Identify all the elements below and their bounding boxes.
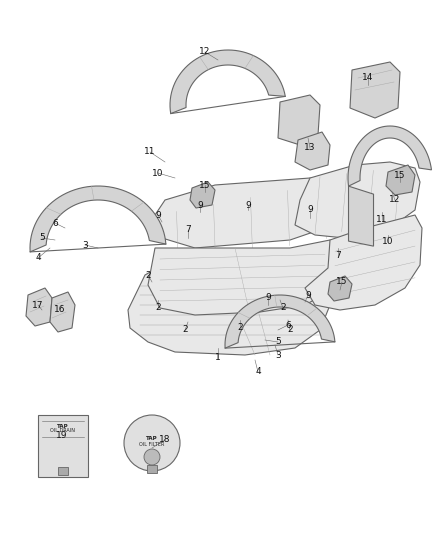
- Text: 2: 2: [182, 326, 188, 335]
- Text: 14: 14: [362, 72, 374, 82]
- Text: 17: 17: [32, 301, 44, 310]
- Polygon shape: [38, 415, 88, 477]
- Text: OIL FILTER: OIL FILTER: [139, 441, 165, 447]
- Polygon shape: [305, 215, 422, 310]
- Text: 6: 6: [52, 219, 58, 228]
- Text: 15: 15: [336, 278, 348, 287]
- Polygon shape: [155, 178, 338, 248]
- Circle shape: [144, 449, 160, 465]
- Text: TAP: TAP: [146, 437, 158, 441]
- Text: TAP: TAP: [57, 424, 69, 430]
- Polygon shape: [350, 62, 400, 118]
- Polygon shape: [26, 288, 52, 326]
- Text: 9: 9: [197, 200, 203, 209]
- Text: 1: 1: [215, 353, 221, 362]
- Text: 5: 5: [275, 337, 281, 346]
- Polygon shape: [128, 258, 332, 355]
- Polygon shape: [295, 162, 420, 238]
- Polygon shape: [328, 276, 352, 301]
- Text: OIL DRAIN: OIL DRAIN: [50, 429, 75, 433]
- Polygon shape: [30, 186, 166, 252]
- Text: 7: 7: [185, 225, 191, 235]
- Text: 2: 2: [280, 303, 286, 312]
- Text: 11: 11: [144, 148, 156, 157]
- Text: 10: 10: [382, 238, 394, 246]
- Polygon shape: [147, 465, 157, 473]
- Polygon shape: [295, 132, 330, 170]
- Polygon shape: [225, 295, 335, 348]
- Text: 9: 9: [245, 200, 251, 209]
- Text: 15: 15: [199, 181, 211, 190]
- Polygon shape: [148, 240, 338, 315]
- Text: 12: 12: [199, 47, 211, 56]
- Text: 2: 2: [145, 271, 151, 279]
- Circle shape: [124, 415, 180, 471]
- Text: 4: 4: [255, 367, 261, 376]
- Polygon shape: [278, 95, 320, 145]
- Text: 18: 18: [159, 435, 171, 445]
- Polygon shape: [190, 182, 215, 208]
- Polygon shape: [348, 126, 431, 186]
- Text: 6: 6: [285, 320, 291, 329]
- Text: 12: 12: [389, 196, 401, 205]
- Text: 13: 13: [304, 143, 316, 152]
- Text: 19: 19: [56, 431, 68, 440]
- Text: 7: 7: [335, 251, 341, 260]
- Text: 5: 5: [39, 233, 45, 243]
- Text: 9: 9: [265, 294, 271, 303]
- Text: 3: 3: [275, 351, 281, 359]
- Text: 10: 10: [152, 168, 164, 177]
- Text: 4: 4: [35, 254, 41, 262]
- Text: 9: 9: [305, 290, 311, 300]
- Text: 2: 2: [287, 326, 293, 335]
- Polygon shape: [349, 186, 374, 246]
- Text: 2: 2: [155, 303, 161, 311]
- Polygon shape: [58, 467, 68, 475]
- Text: 16: 16: [54, 305, 66, 314]
- Text: 11: 11: [376, 215, 388, 224]
- Polygon shape: [50, 292, 75, 332]
- Polygon shape: [386, 165, 415, 195]
- Text: 9: 9: [155, 211, 161, 220]
- Text: 2: 2: [237, 322, 243, 332]
- Circle shape: [51, 445, 75, 469]
- Text: 15: 15: [394, 171, 406, 180]
- Text: 3: 3: [82, 240, 88, 249]
- Polygon shape: [170, 50, 285, 114]
- Text: 9: 9: [307, 206, 313, 214]
